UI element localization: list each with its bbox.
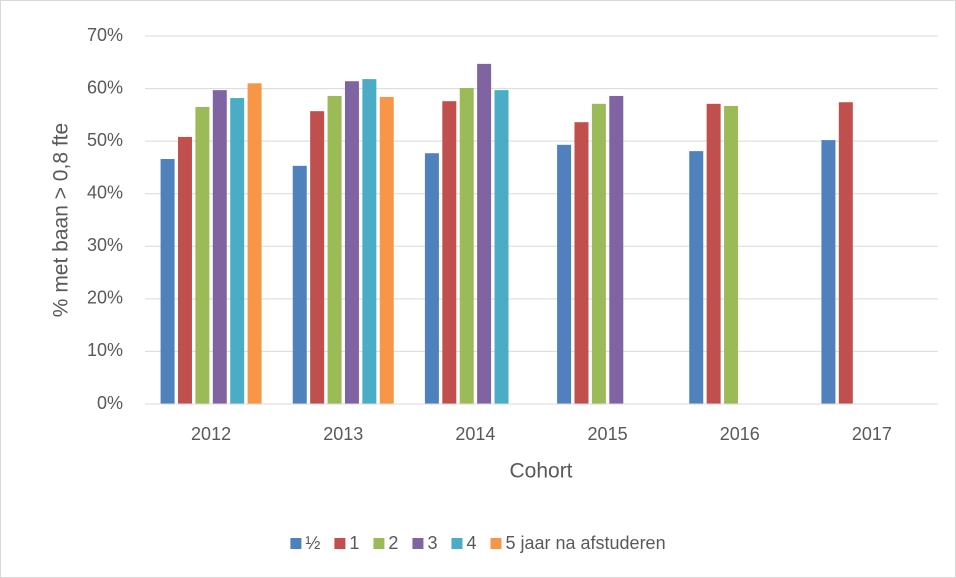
bar [177,136,192,405]
legend-swatch [451,538,463,549]
bar [344,81,359,404]
bar [310,111,325,405]
bar [424,153,439,404]
bar [706,103,721,405]
y-tick-label: 20% [87,288,123,308]
bar [362,79,377,404]
bar [195,106,210,404]
y-tick-label: 70% [87,25,123,45]
bar [247,83,262,405]
x-tick-label: 2013 [323,424,363,444]
y-tick-label: 10% [87,340,123,360]
legend-label: ½ [305,533,320,553]
legend-label: 3 [427,533,437,553]
bar [591,103,606,405]
bar [838,102,853,405]
x-tick-label: 2015 [588,424,628,444]
x-tick-label: 2017 [852,424,892,444]
x-tick-label: 2016 [720,424,760,444]
bar [230,98,245,404]
bar [160,159,175,404]
bar [724,105,739,405]
bar [327,95,342,404]
bar [689,151,704,404]
bar [574,122,589,405]
legend-swatch [412,538,424,549]
bar [821,140,836,404]
legend-label: 1 [349,533,359,553]
y-tick-label: 50% [87,130,123,150]
y-tick-label: 30% [87,235,123,255]
bar [477,63,492,405]
bar [212,90,227,405]
legend-swatch [373,538,385,549]
legend-label: 4 [466,533,476,553]
x-axis-title: Cohort [509,460,572,483]
bar [609,95,624,404]
y-tick-label: 0% [97,393,123,413]
y-tick-label: 60% [87,77,123,97]
x-tick-label: 2014 [455,424,495,444]
bar [494,90,509,405]
bar [292,165,307,404]
x-tick-label: 2012 [191,424,231,444]
legend-swatch [290,538,302,549]
legend-label: 5 jaar na afstuderen [505,533,665,553]
legend-swatch [334,538,346,549]
bar [557,144,572,404]
y-tick-label: 40% [87,182,123,202]
y-axis-title: % met baan > 0,8 fte [50,123,73,317]
legend-swatch [490,538,502,549]
legend-label: 2 [388,533,398,553]
bar [442,101,457,404]
bar [459,88,474,404]
bar [379,96,394,405]
